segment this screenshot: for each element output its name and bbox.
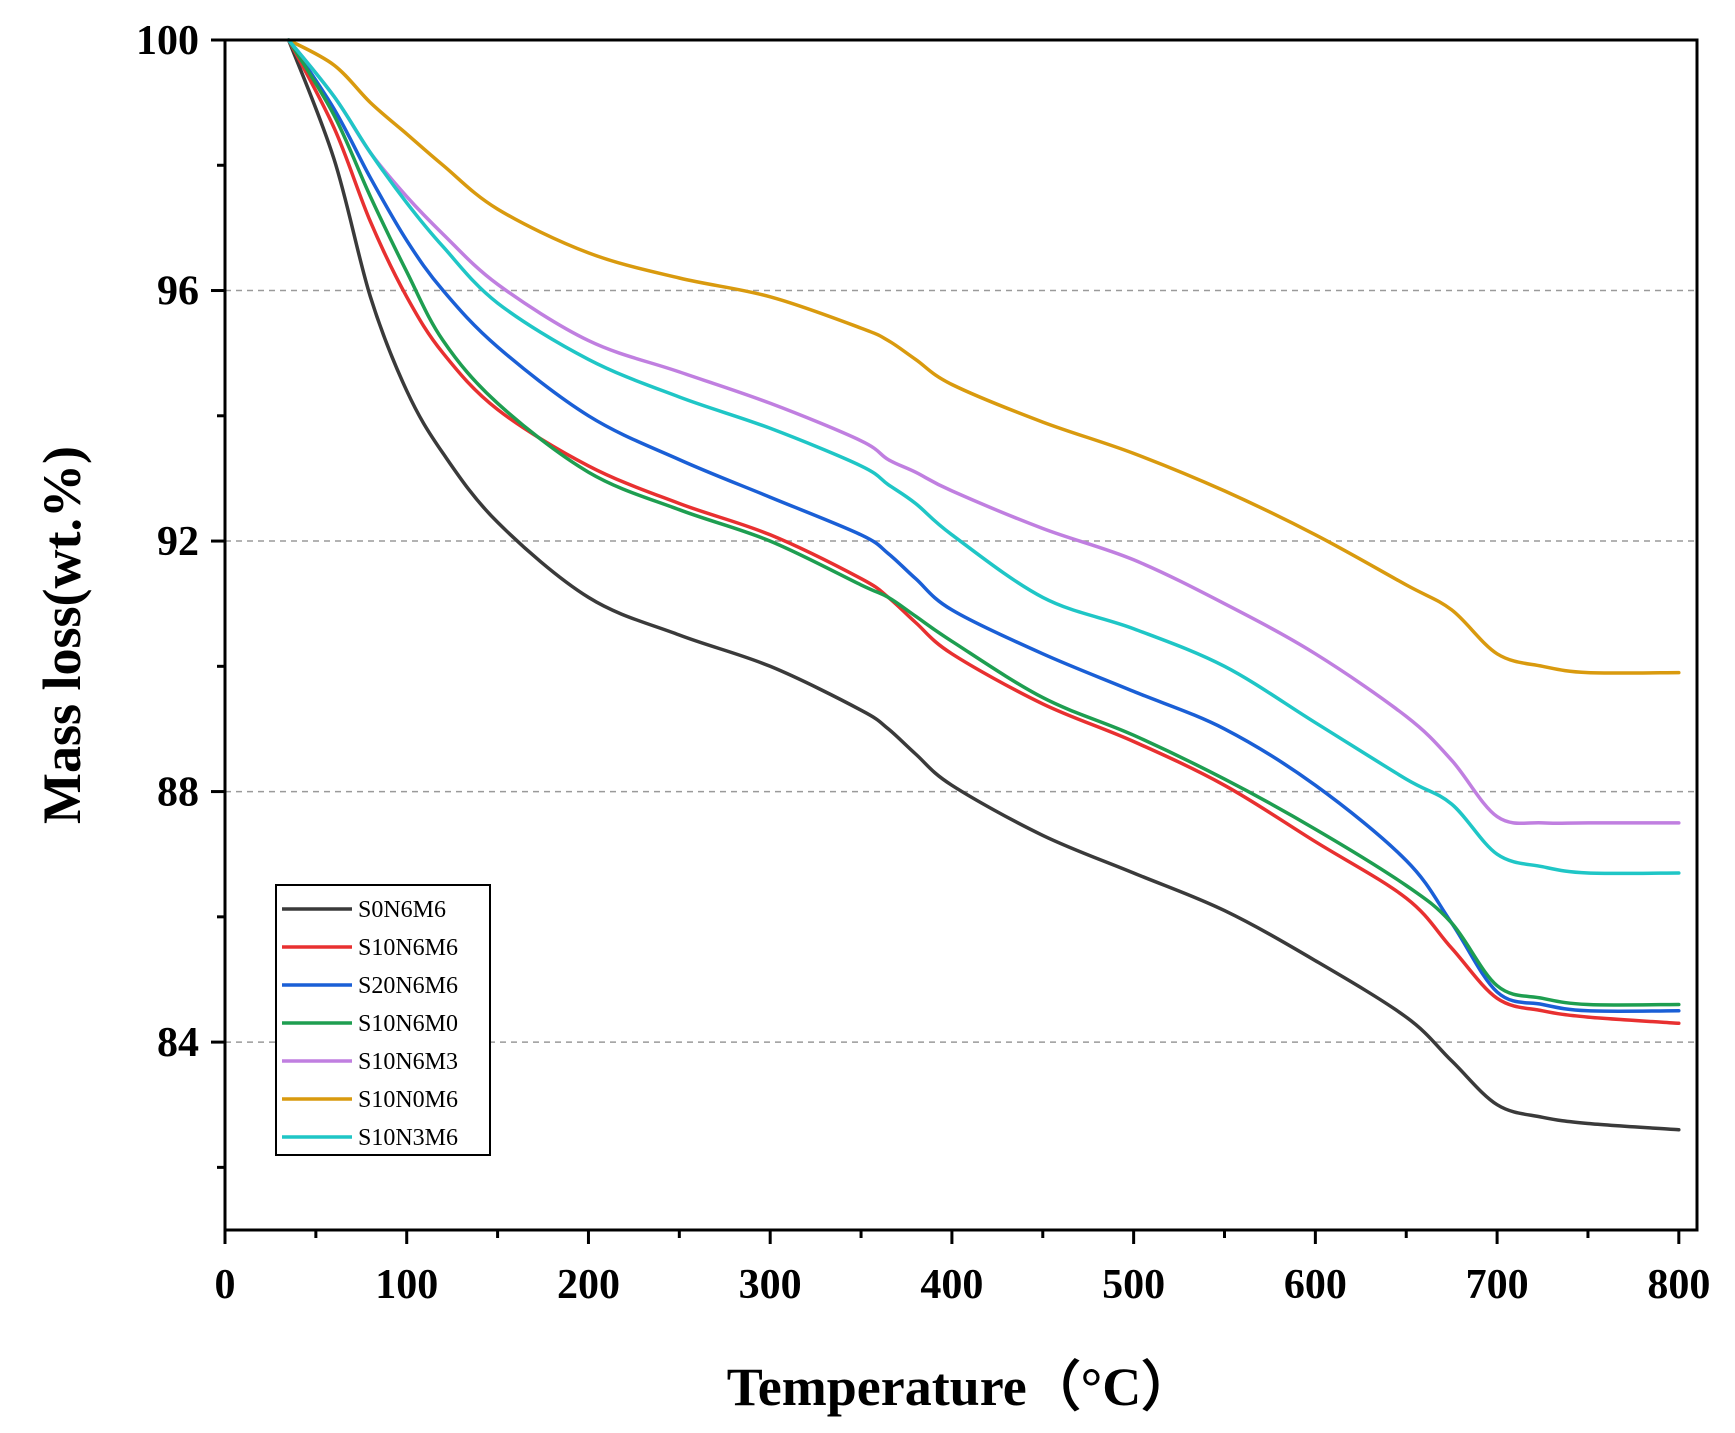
y-axis-ticks: 84 88 92 96 100 (136, 18, 225, 1169)
y-tick-label: 100 (136, 18, 199, 64)
y-tick-label: 92 (157, 519, 199, 565)
x-tick-label: 600 (1284, 1262, 1347, 1308)
legend-box (275, 884, 491, 1156)
x-tick-label: 100 (375, 1262, 438, 1308)
x-tick-label: 500 (1102, 1262, 1165, 1308)
y-axis-title: Mass loss(wt.%) (32, 446, 92, 824)
x-axis-title: Temperature（°C） (727, 1357, 1196, 1417)
legend-label: S10N6M6 (358, 935, 458, 961)
legend-label: S10N0M6 (358, 1087, 458, 1113)
legend-label: S10N6M3 (358, 1049, 458, 1075)
series-line-s10n3m6 (286, 38, 1681, 876)
series-line-s10n6m3 (286, 38, 1681, 826)
x-axis-ticks: 0 100 200 300 400 500 600 700 800 (215, 1230, 1710, 1308)
y-tick-label: 88 (157, 770, 199, 816)
legend-label: S10N6M0 (358, 1011, 458, 1037)
x-tick-label: 300 (739, 1262, 802, 1308)
legend: S0N6M6 S10N6M6 S20N6M6 S10N6M0 S10N6M3 S10N0M… (275, 884, 491, 1156)
legend-label: S10N3M6 (358, 1125, 458, 1151)
x-tick-label: 400 (920, 1262, 983, 1308)
series-line-s0n6m6 (286, 38, 1681, 1132)
series-line-s10n0m6 (286, 38, 1681, 675)
plot-frame (223, 38, 1699, 1232)
y-tick-label: 96 (157, 269, 199, 315)
legend-label: S0N6M6 (358, 897, 446, 923)
x-tick-label: 800 (1647, 1262, 1710, 1308)
x-tick-label: 700 (1466, 1262, 1529, 1308)
x-tick-label: 0 (215, 1262, 236, 1308)
series-lines (286, 38, 1681, 1132)
x-tick-label: 200 (557, 1262, 620, 1308)
series-line-s10n6m6 (286, 38, 1681, 1026)
y-tick-label: 84 (157, 1020, 199, 1066)
legend-label: S20N6M6 (358, 973, 458, 999)
series-line-s10n6m0 (286, 38, 1681, 1007)
